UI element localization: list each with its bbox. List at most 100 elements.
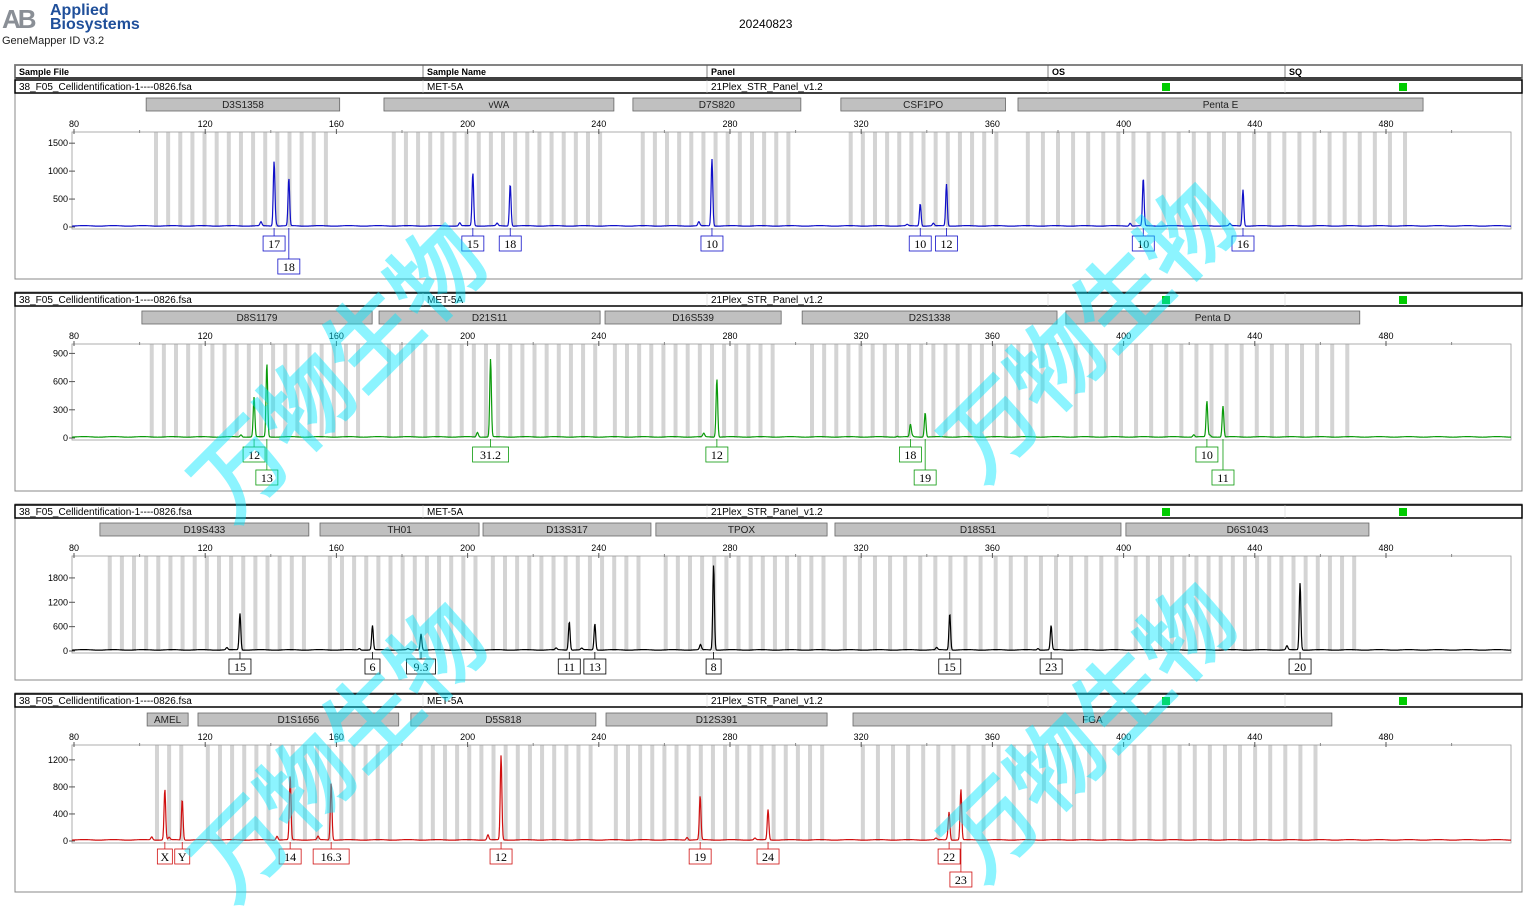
peak[interactable]	[287, 178, 290, 181]
allele-label-box[interactable]	[935, 235, 958, 252]
marker-fga[interactable]	[852, 712, 1333, 727]
peak[interactable]	[253, 401, 256, 404]
allele-label-box[interactable]	[908, 235, 932, 252]
marker-d12s391[interactable]	[605, 712, 828, 727]
allele-label-box[interactable]	[262, 235, 286, 252]
sample-info-row[interactable]	[14, 504, 1523, 519]
sample-info-row[interactable]	[14, 79, 1523, 94]
allele-label-box[interactable]	[705, 658, 722, 675]
allele-label-box[interactable]	[498, 235, 522, 252]
allele-label-box[interactable]	[312, 848, 350, 865]
y-tick-label: 1000	[48, 166, 68, 176]
marker-penta-d[interactable]	[1065, 310, 1361, 325]
marker-tpox[interactable]	[655, 522, 828, 537]
allele-label-box[interactable]	[174, 848, 191, 865]
marker-d18s51[interactable]	[834, 522, 1122, 537]
peak[interactable]	[948, 613, 951, 616]
peak[interactable]	[909, 424, 912, 427]
peak[interactable]	[265, 363, 268, 366]
marker-label: D19S433	[184, 525, 226, 536]
allele-label-box[interactable]	[278, 848, 302, 865]
peak[interactable]	[948, 812, 951, 815]
peak[interactable]	[593, 623, 596, 626]
peak[interactable]	[471, 172, 474, 175]
peak[interactable]	[945, 184, 948, 187]
peak[interactable]	[959, 789, 962, 792]
allele-label-box[interactable]	[700, 235, 724, 252]
allele-label-box[interactable]	[705, 446, 729, 463]
allele-label-box[interactable]	[364, 658, 381, 675]
peak[interactable]	[509, 184, 512, 187]
peak[interactable]	[1299, 583, 1302, 586]
allele-label-box[interactable]	[949, 871, 973, 888]
allele-label-box[interactable]	[1131, 235, 1155, 252]
peak[interactable]	[1050, 625, 1053, 628]
peak[interactable]	[712, 564, 715, 567]
allele-label-box[interactable]	[472, 446, 509, 463]
allele-bin	[132, 556, 137, 651]
peak[interactable]	[699, 796, 702, 799]
peak[interactable]	[330, 782, 333, 785]
allele-label-box[interactable]	[583, 658, 607, 675]
allele-label-box[interactable]	[156, 848, 173, 865]
allele-label-box[interactable]	[228, 658, 252, 675]
peak[interactable]	[273, 161, 276, 164]
peak[interactable]	[1241, 189, 1244, 192]
marker-d19s433[interactable]	[99, 522, 310, 537]
allele-label-box[interactable]	[489, 848, 513, 865]
peak[interactable]	[489, 358, 492, 361]
allele-label-box[interactable]	[1211, 469, 1235, 486]
marker-d6s1043[interactable]	[1125, 522, 1370, 537]
peak[interactable]	[715, 378, 718, 381]
allele-bin	[588, 745, 593, 841]
peak[interactable]	[420, 633, 423, 636]
marker-d2s1338[interactable]	[801, 310, 1058, 325]
marker-csf1po[interactable]	[840, 97, 1006, 112]
allele-label-box[interactable]	[899, 446, 922, 463]
peak[interactable]	[500, 755, 503, 758]
allele-label-box[interactable]	[461, 235, 485, 252]
marker-vwa[interactable]	[383, 97, 615, 112]
peak[interactable]	[1142, 178, 1145, 181]
marker-th01[interactable]	[319, 522, 480, 537]
marker-d1s1656[interactable]	[197, 712, 400, 727]
allele-label-box[interactable]	[756, 848, 780, 865]
marker-penta-e[interactable]	[1017, 97, 1424, 112]
marker-d7s820[interactable]	[632, 97, 802, 112]
allele-label-box[interactable]	[1039, 658, 1063, 675]
marker-d13s317[interactable]	[482, 522, 652, 537]
peak[interactable]	[924, 412, 927, 415]
allele-label-box[interactable]	[688, 848, 712, 865]
allele-label-box[interactable]	[1231, 235, 1255, 252]
marker-d3s1358[interactable]	[145, 97, 341, 112]
allele-label-box[interactable]	[255, 469, 279, 486]
peak[interactable]	[710, 158, 713, 161]
allele-label-box[interactable]	[1288, 658, 1312, 675]
sample-info-row[interactable]	[14, 693, 1523, 708]
marker-d8s1179[interactable]	[141, 310, 373, 325]
allele-label-box[interactable]	[242, 446, 266, 463]
sample-info-row[interactable]	[14, 292, 1523, 307]
allele-label-box[interactable]	[938, 658, 962, 675]
peak[interactable]	[1205, 401, 1208, 404]
marker-d21s11[interactable]	[378, 310, 601, 325]
allele-label-box[interactable]	[913, 469, 937, 486]
allele-label-box[interactable]	[1195, 446, 1219, 463]
peak[interactable]	[181, 799, 184, 802]
report-date: 20240823	[739, 17, 793, 31]
allele-label-box[interactable]	[937, 848, 961, 865]
allele-label-box[interactable]	[406, 658, 436, 675]
peak[interactable]	[1221, 405, 1224, 408]
peak[interactable]	[289, 775, 292, 778]
marker-d16s539[interactable]	[604, 310, 782, 325]
allele-label-box[interactable]	[557, 658, 581, 675]
peak[interactable]	[919, 203, 922, 206]
peak[interactable]	[568, 621, 571, 624]
marker-amel[interactable]	[146, 712, 189, 727]
allele-label-box[interactable]	[277, 258, 301, 275]
peak[interactable]	[163, 789, 166, 792]
peak[interactable]	[371, 625, 374, 628]
marker-d5s818[interactable]	[410, 712, 597, 727]
peak[interactable]	[238, 613, 241, 616]
peak[interactable]	[767, 809, 770, 812]
